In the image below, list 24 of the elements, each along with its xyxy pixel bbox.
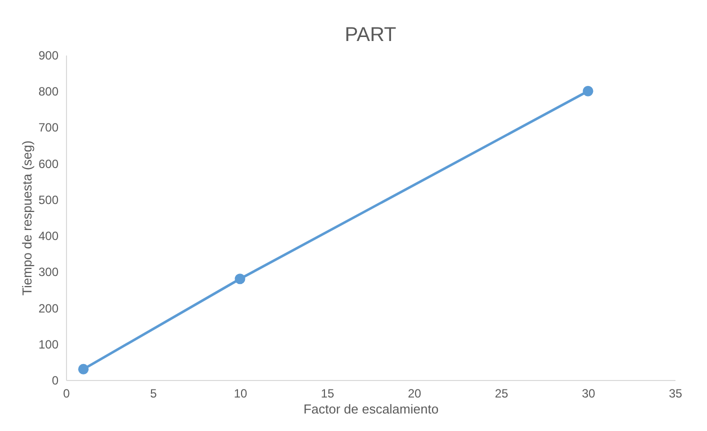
y-tick-label: 400 (38, 229, 59, 244)
x-tick-label: 20 (408, 386, 422, 400)
point (78, 364, 89, 374)
x-tick-label: 25 (494, 386, 508, 400)
x-tick-label: 30 (582, 386, 596, 400)
point (582, 86, 594, 96)
y-tick-label: 200 (38, 301, 59, 316)
y-tick-label: 100 (38, 337, 59, 352)
y-tick-label: 700 (38, 120, 59, 135)
y-tick-label: 900 (38, 48, 59, 62)
point (234, 274, 246, 284)
y-tick-label: 300 (38, 265, 59, 280)
y-tick-label: 600 (38, 156, 59, 171)
y-axis-title: Tiempo de respuesta (seg) (19, 140, 34, 296)
x-tick-label: 5 (150, 386, 158, 400)
x-tick-label: 10 (234, 386, 248, 400)
x-tick-label: 15 (320, 386, 334, 400)
y-tick-label: 500 (38, 192, 59, 207)
x-tick-label: 0 (63, 386, 70, 400)
y-tick-label: 800 (38, 84, 59, 99)
x-tick-label: 35 (668, 386, 682, 400)
x-axis-title: Factor de escalamiento (303, 402, 439, 416)
y-tick-label: 0 (52, 374, 59, 388)
chart-title: PART (344, 24, 396, 46)
